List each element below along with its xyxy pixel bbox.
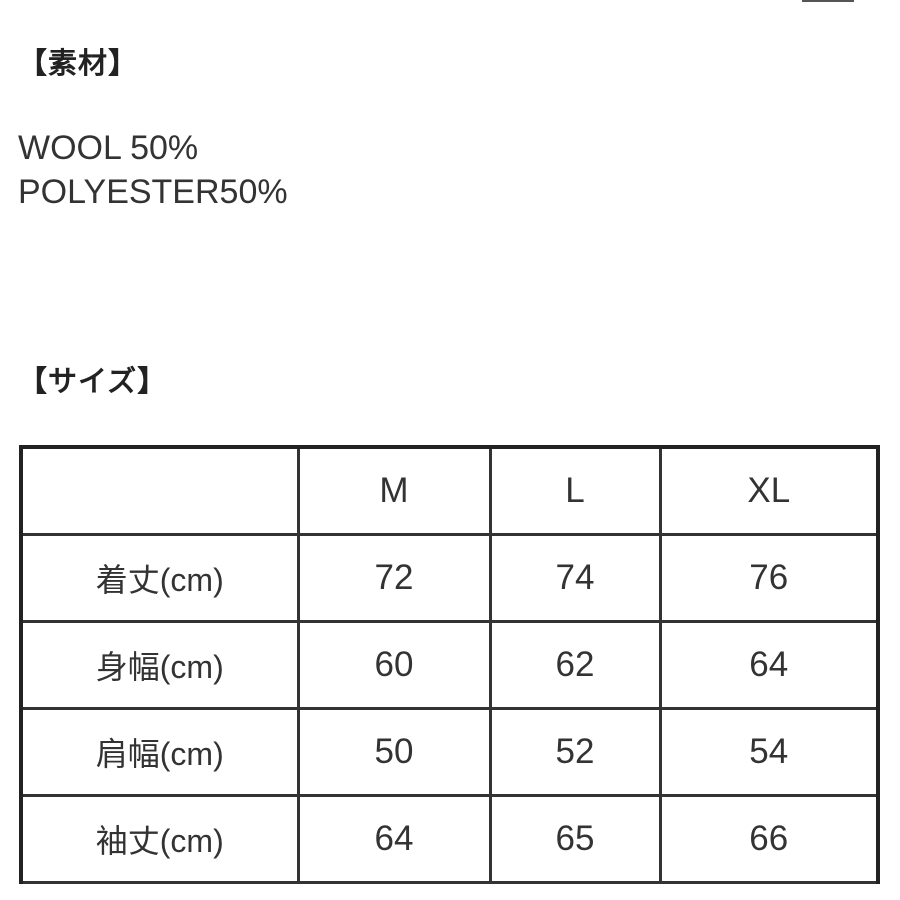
header-cell: XL bbox=[658, 445, 880, 536]
table-row: 身幅(cm) 60 62 64 bbox=[19, 620, 880, 710]
cell: 66 bbox=[658, 794, 880, 884]
cell: 65 bbox=[488, 794, 662, 884]
cell: 52 bbox=[488, 707, 662, 797]
table-header-row: M L XL bbox=[19, 445, 880, 536]
material-heading: 【素材】 bbox=[18, 46, 139, 80]
cell: 76 bbox=[658, 533, 880, 623]
cell: 72 bbox=[296, 533, 492, 623]
row-label: 身幅(cm) bbox=[19, 620, 300, 710]
table-row: 着丈(cm) 72 74 76 bbox=[19, 533, 880, 623]
header-cell: L bbox=[488, 445, 662, 536]
table-row: 袖丈(cm) 64 65 66 bbox=[19, 794, 880, 884]
cell: 64 bbox=[296, 794, 492, 884]
header-cell bbox=[19, 445, 300, 536]
cell: 64 bbox=[658, 620, 880, 710]
cell: 50 bbox=[296, 707, 492, 797]
cell: 74 bbox=[488, 533, 662, 623]
table-row: 肩幅(cm) 50 52 54 bbox=[19, 707, 880, 797]
row-label: 袖丈(cm) bbox=[19, 794, 300, 884]
row-label: 着丈(cm) bbox=[19, 533, 300, 623]
material-line-polyester: POLYESTER50% bbox=[18, 173, 288, 211]
header-cell: M bbox=[296, 445, 492, 536]
cell: 62 bbox=[488, 620, 662, 710]
top-divider bbox=[802, 0, 854, 2]
size-heading: 【サイズ】 bbox=[18, 364, 168, 398]
material-line-wool: WOOL 50% bbox=[18, 129, 199, 167]
cell: 54 bbox=[658, 707, 880, 797]
cell: 60 bbox=[296, 620, 492, 710]
size-table: M L XL 着丈(cm) 72 74 76 身幅(cm) 60 62 64 肩… bbox=[19, 445, 880, 884]
row-label: 肩幅(cm) bbox=[19, 707, 300, 797]
